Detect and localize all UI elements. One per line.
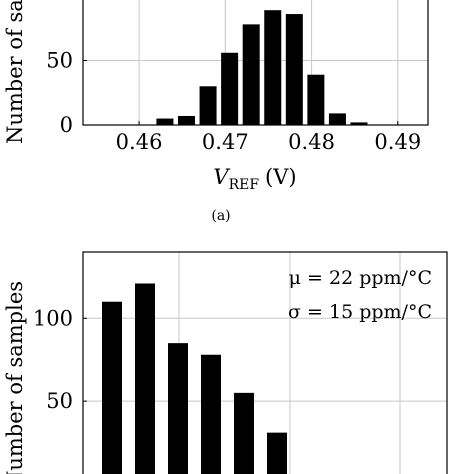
panel-b-ytick-label: 50 — [46, 389, 73, 413]
panel-a-xtick-label: 0.47 — [202, 130, 249, 154]
panel-a-ytick-label: 50 — [46, 49, 73, 73]
panel-b-bar — [168, 343, 188, 474]
panel-b: 50 100 Number of samples μ = 22 ppm/°C σ … — [3, 251, 448, 474]
panel-b-ylabel: Number of samples — [3, 281, 27, 474]
panel-a-ticks: 0.46 0.47 0.48 0.49 0 50 — [46, 49, 421, 155]
panel-a-bar — [328, 113, 346, 125]
panel-b-bar — [234, 392, 254, 474]
panel-a-bar — [156, 118, 174, 125]
panel-a-xlabel-sub: REF — [229, 177, 260, 193]
panel-b-frame — [82, 251, 448, 474]
panel-b-bar — [267, 432, 287, 474]
panel-a-xtick-label: 0.49 — [374, 130, 421, 154]
panel-a-xlabel: VREF (V) — [213, 165, 296, 193]
panel-a-caption: (a) — [211, 208, 230, 224]
panel-b-stat-mu: μ = 22 ppm/°C — [289, 267, 432, 289]
panel-b-ticks: 50 100 — [33, 306, 87, 413]
panel-a-bar — [178, 115, 195, 125]
panel-a-bars — [156, 10, 368, 126]
panel-a-bar — [285, 14, 303, 126]
panel-a-xlabel-unit: (V) — [265, 165, 297, 189]
panel-a-xtick-label: 0.48 — [288, 130, 335, 154]
panel-a-bar — [307, 74, 325, 125]
panel-b-bar — [201, 354, 221, 474]
panel-b-stat-sigma: σ = 15 ppm/°C — [288, 301, 432, 323]
panel-b-bar — [102, 301, 122, 474]
panel-b-bar — [135, 283, 155, 474]
panel-a-xtick-label: 0.46 — [116, 130, 163, 154]
panel-a-bar — [221, 52, 239, 126]
panel-a-ytick-label: 0 — [60, 113, 73, 137]
panel-b-bars — [102, 283, 287, 474]
panel-b-ytick-label: 100 — [33, 306, 73, 330]
panel-a-bar — [242, 24, 260, 126]
panel-a-bar — [199, 86, 217, 125]
panel-a-bar — [264, 10, 282, 125]
panel-a-bar — [350, 122, 368, 125]
panel-a: 0.46 0.47 0.48 0.49 0 50 Number of samples VR… — [3, 0, 429, 224]
panel-a-ylabel: Number of samples — [3, 0, 27, 144]
panel-a-xlabel-main: V — [213, 165, 230, 189]
